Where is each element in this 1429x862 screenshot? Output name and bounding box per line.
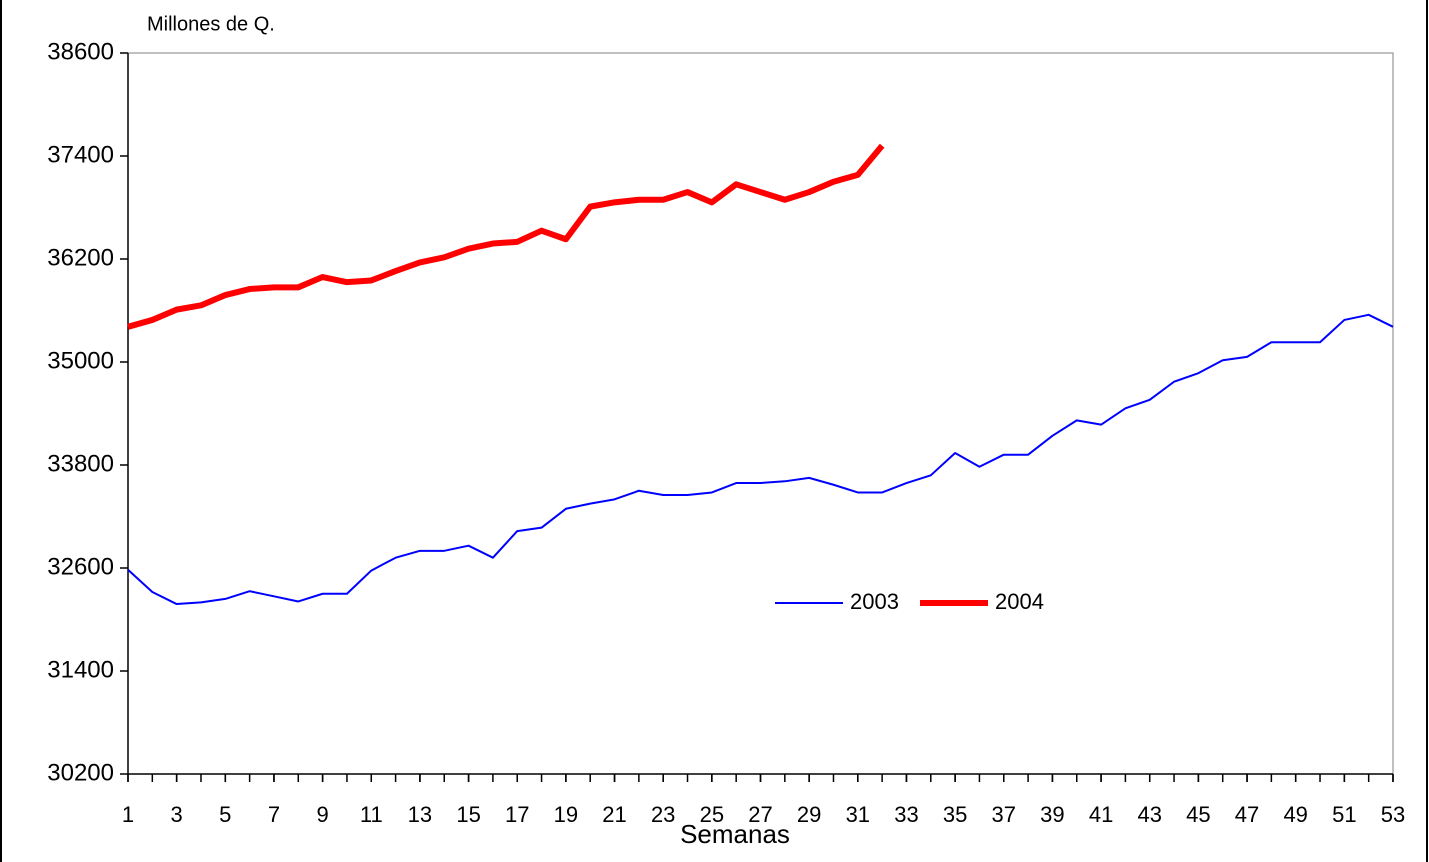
x-tick-label: 7 <box>268 802 280 827</box>
y-axis-label: Millones de Q. <box>147 13 275 35</box>
x-tick-label: 1 <box>122 802 134 827</box>
y-tick-label: 33800 <box>47 450 114 477</box>
x-tick-label: 39 <box>1040 802 1064 827</box>
x-tick-label: 19 <box>554 802 578 827</box>
x-tick-label: 33 <box>894 802 918 827</box>
x-tick-label: 43 <box>1137 802 1161 827</box>
x-tick-label: 27 <box>748 802 772 827</box>
x-tick-label: 49 <box>1283 802 1307 827</box>
y-tick-label: 30200 <box>47 759 114 786</box>
y-tick-label: 32600 <box>47 553 114 580</box>
x-tick-label: 15 <box>456 802 480 827</box>
y-tick-label: 38600 <box>47 38 114 65</box>
x-tick-label: 37 <box>992 802 1016 827</box>
x-tick-label: 9 <box>316 802 328 827</box>
x-tick-label: 53 <box>1381 802 1405 827</box>
y-tick-label: 31400 <box>47 656 114 683</box>
x-tick-label: 31 <box>846 802 870 827</box>
series-line <box>127 143 885 330</box>
x-tick-label: 25 <box>700 802 724 827</box>
series-line <box>127 313 1394 606</box>
x-tick-label: 21 <box>602 802 626 827</box>
x-tick-label: 29 <box>797 802 821 827</box>
x-tick-label: 5 <box>219 802 231 827</box>
plot-area <box>127 52 1394 775</box>
legend-label: 2003 <box>850 589 899 614</box>
x-tick-label: 35 <box>943 802 967 827</box>
y-tick-label: 36200 <box>47 244 114 271</box>
x-tick-label: 23 <box>651 802 675 827</box>
legend-label: 2004 <box>995 589 1044 614</box>
y-tick-label: 37400 <box>47 141 114 168</box>
x-tick-label: 3 <box>171 802 183 827</box>
x-tick-label: 17 <box>505 802 529 827</box>
x-tick-label: 13 <box>408 802 432 827</box>
x-tick-label: 11 <box>360 802 383 827</box>
x-tick-label: 47 <box>1235 802 1259 827</box>
x-axis-label: Semanas <box>680 819 790 849</box>
y-tick-label: 35000 <box>47 347 114 374</box>
x-tick-label: 41 <box>1089 802 1113 827</box>
x-tick-label: 45 <box>1186 802 1210 827</box>
x-tick-label: 51 <box>1332 802 1356 827</box>
